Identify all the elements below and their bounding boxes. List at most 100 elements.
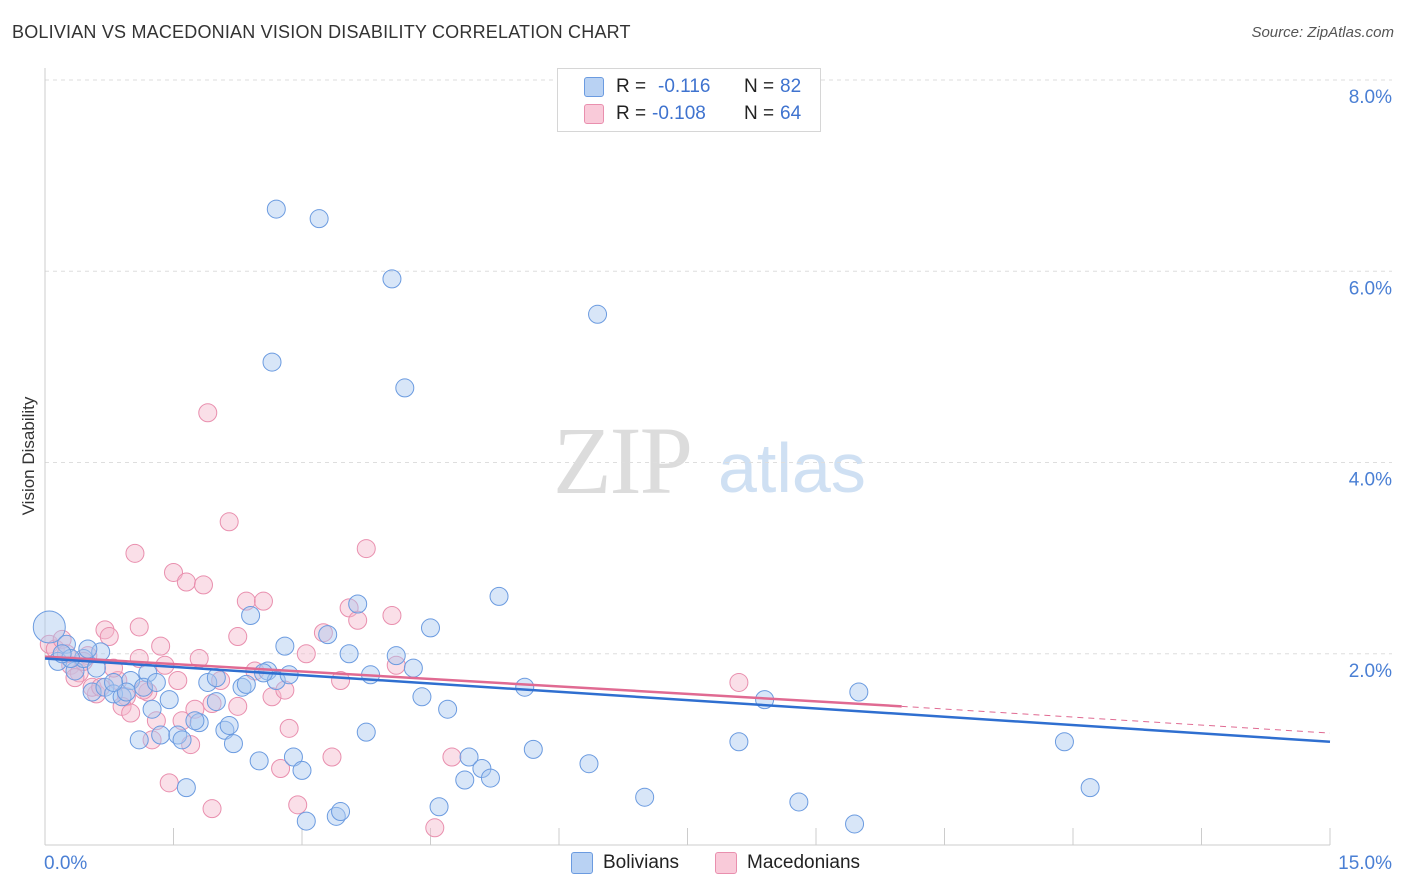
bolivians-points <box>32 199 1100 834</box>
n-value: 64 <box>780 103 802 124</box>
macedonians-point <box>253 591 273 611</box>
macedonians-point <box>129 617 149 637</box>
macedonians-point <box>168 671 188 691</box>
bolivians-point <box>78 639 98 659</box>
bolivians-point <box>206 668 226 688</box>
bolivians-point <box>275 636 295 656</box>
bolivians-point <box>729 732 749 752</box>
bolivians-point <box>459 747 479 767</box>
macedonians-trend-line <box>44 655 902 708</box>
n-label: N = <box>744 76 775 97</box>
bolivians-point <box>266 199 286 219</box>
macedonians-point <box>116 687 136 707</box>
macedonians-point <box>151 636 171 656</box>
bolivians-point <box>588 304 608 324</box>
legend-label-macedonians: Macedonians <box>747 852 861 873</box>
bolivians-trend-line <box>44 657 1331 743</box>
r-label: R = <box>616 103 647 124</box>
y-tick-label: 6.0% <box>1349 278 1392 299</box>
watermark-atlas: atlas <box>718 429 866 507</box>
bolivians-point <box>262 352 282 372</box>
bolivians-point <box>142 699 162 719</box>
bolivians-point <box>1054 732 1074 752</box>
macedonians-swatch <box>584 104 604 124</box>
bolivians-point <box>241 606 261 625</box>
bolivians-point <box>438 699 458 719</box>
y-tick-label: 8.0% <box>1349 87 1392 108</box>
macedonians-point <box>202 799 222 819</box>
bolivians-swatch <box>571 852 593 874</box>
macedonians-points <box>39 403 749 838</box>
bolivians-point <box>845 814 865 834</box>
bolivians-point <box>32 610 66 644</box>
macedonians-point <box>228 627 248 647</box>
bolivians-point <box>515 677 535 697</box>
n-label: N = <box>744 103 775 124</box>
source-label: Source: ZipAtlas.com <box>1251 24 1394 41</box>
tick-labels: 2.0% 4.0% 6.0% 8.0% 0.0% 15.0% <box>44 87 1392 874</box>
macedonians-point <box>228 696 248 716</box>
y-tick-label: 4.0% <box>1349 470 1392 491</box>
bolivians-point <box>489 586 509 606</box>
bolivians-point <box>172 730 192 750</box>
r-value: -0.108 <box>652 103 706 124</box>
bolivians-point <box>579 754 599 774</box>
macedonians-point <box>236 591 256 611</box>
bolivians-point <box>176 778 196 798</box>
macedonians-swatch <box>715 852 737 874</box>
bolivians-point <box>309 209 329 229</box>
bolivians-point <box>129 730 149 750</box>
bolivians-point <box>198 672 218 692</box>
macedonians-point <box>279 718 299 738</box>
macedonians-point <box>176 572 196 592</box>
bolivians-point <box>185 711 205 731</box>
grid-lines <box>45 79 1392 655</box>
r-label: R = <box>616 76 647 97</box>
bolivians-point <box>635 787 655 807</box>
bolivians-point <box>134 677 154 697</box>
macedonians-point <box>198 403 218 423</box>
bolivians-point <box>789 792 809 812</box>
macedonians-point <box>288 795 308 815</box>
bolivians-point <box>292 760 312 780</box>
bolivians-point <box>386 646 406 666</box>
x-tick-label: 0.0% <box>44 853 87 874</box>
r-value: -0.116 <box>658 76 711 97</box>
macedonians-point <box>322 747 342 767</box>
trend-lines <box>44 655 1331 743</box>
bolivians-point <box>403 658 423 678</box>
bolivians-point <box>849 682 869 702</box>
bolivians-point <box>429 797 449 817</box>
chart-title: BOLIVIAN VS MACEDONIAN VISION DISABILITY… <box>12 22 631 42</box>
y-axis-title: Vision Disability <box>19 396 38 515</box>
legend-label-bolivians: Bolivians <box>603 852 680 873</box>
macedonians-point <box>65 668 85 688</box>
macedonians-point <box>356 539 376 559</box>
macedonians-point <box>729 672 749 692</box>
x-tick-label: 15.0% <box>1338 853 1392 874</box>
bolivians-point <box>146 672 166 692</box>
legend-item-bolivians[interactable]: Bolivians <box>571 852 679 874</box>
bolivians-point <box>1080 778 1100 798</box>
bolivians-point <box>523 739 543 759</box>
macedonians-point <box>99 627 119 647</box>
macedonians-point <box>164 562 183 582</box>
bolivians-point <box>219 715 239 735</box>
bolivians-point <box>421 618 440 638</box>
legend-item-macedonians[interactable]: Macedonians <box>715 852 860 874</box>
macedonians-trend-extension <box>901 705 1331 734</box>
macedonians-point <box>193 575 213 595</box>
bolivians-point <box>356 722 376 742</box>
bolivians-point <box>56 634 76 654</box>
macedonians-point <box>442 747 462 767</box>
macedonians-point <box>348 610 368 630</box>
legend-row-macedonians: R = -0.108 N = 64 <box>584 102 801 126</box>
bolivians-point <box>104 672 124 692</box>
bolivians-point <box>159 690 179 710</box>
bolivians-point <box>331 802 351 822</box>
bolivians-point <box>395 378 415 398</box>
correlation-legend: R = -0.116 N = 82 R = -0.108 N = 64 <box>557 68 821 132</box>
watermark-zip: ZIP <box>553 407 693 514</box>
bolivians-point <box>223 734 243 754</box>
